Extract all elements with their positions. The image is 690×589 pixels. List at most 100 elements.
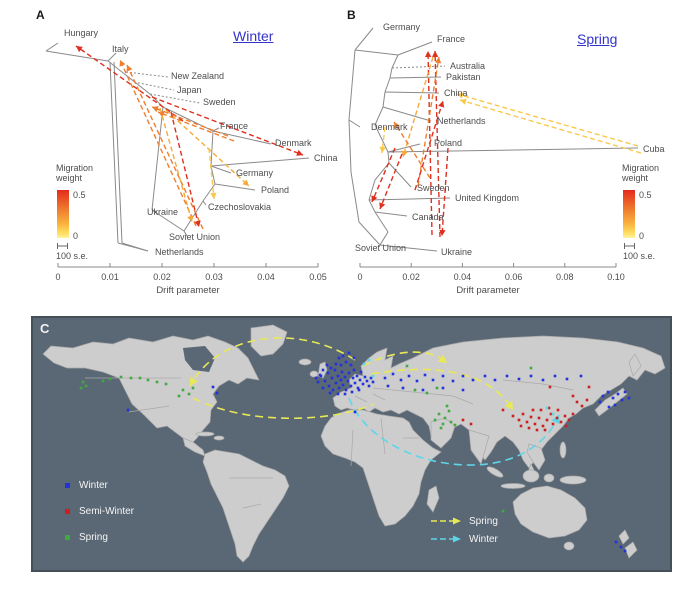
semi-winter-accession-dot: [555, 416, 559, 420]
tree-branch: [387, 147, 639, 153]
migration-edge: [393, 121, 431, 179]
panel-tag: A: [36, 8, 45, 22]
population-label: Cuba: [643, 144, 665, 154]
spring-accession-dot: [425, 391, 429, 395]
arrowhead: [190, 376, 198, 386]
spring-accession-dot: [435, 386, 439, 390]
population-label: Ukraine: [147, 207, 179, 217]
population-label: Sweden: [203, 97, 236, 107]
winter-accession-dot: [344, 360, 348, 364]
axis-title: Drift parameter: [156, 285, 219, 296]
tree-branch: [368, 197, 451, 201]
migration-edge: [170, 111, 200, 228]
arrowhead: [504, 400, 513, 410]
arrowhead: [439, 229, 446, 236]
semi-winter-accession-dot: [525, 420, 529, 424]
tree-branch: [348, 119, 352, 173]
winter-accession-dot: [357, 388, 361, 392]
spring-accession-dot: [501, 509, 505, 513]
winter-accession-dot: [351, 376, 355, 380]
winter-accession-dot: [358, 378, 362, 382]
tree-branch: [374, 211, 389, 233]
winter-accession-dot: [627, 396, 631, 400]
arrowhead: [460, 98, 467, 105]
tree-branch: [391, 65, 446, 69]
winter-accession-dot: [529, 374, 533, 378]
winter-accession-dot: [611, 396, 615, 400]
winter-accession-dot: [553, 374, 557, 378]
winter-accession-dot: [341, 383, 345, 387]
kamchatka: [628, 353, 642, 377]
arrowhead: [431, 51, 439, 58]
spring-accession-dot: [129, 376, 133, 380]
winter-accession-dot: [355, 374, 359, 378]
winter-accession-dot: [401, 386, 405, 390]
population-label: China: [444, 88, 468, 98]
semi-winter-accession-dot: [575, 400, 579, 404]
arrowhead: [434, 57, 442, 64]
semi-winter-accession-dot: [571, 412, 575, 416]
winter-accession-dot: [371, 380, 375, 384]
population-label: Poland: [434, 138, 463, 148]
legend-row: Winter: [430, 530, 498, 548]
world-map-panel: C Winter Semi-Winter Spring Spring Winter: [31, 316, 672, 572]
migration-edge: [159, 107, 193, 223]
axis-tick-label: 0.02: [153, 272, 171, 282]
treemix-panel-winter: 0 0.01 0.02 0.03 0.04 0.05 Drift parameter A W…: [0, 0, 345, 305]
panel-tag: C: [40, 321, 50, 336]
colorbar-min: 0: [73, 231, 79, 241]
tree-branch: [183, 200, 204, 232]
spring-accession-dot: [413, 388, 417, 392]
tree-branch: [382, 91, 386, 108]
winter-accession-dot: [431, 378, 435, 382]
tree-branch: [125, 71, 169, 78]
axis-tick-label: 0.04: [257, 272, 275, 282]
world-map: [42, 324, 666, 563]
winter-accession-dot: [620, 398, 624, 402]
semi-winter-accession-dot: [571, 394, 575, 398]
tree-branch: [107, 60, 151, 95]
semi-winter-accession-dot: [564, 424, 568, 428]
colorbar-max: 0.5: [639, 190, 652, 200]
colorbar-min: 0: [639, 231, 645, 241]
migration-edge: [119, 59, 197, 227]
winter-accession-dot: [126, 408, 130, 412]
axis-tick-label: 0.06: [505, 272, 523, 282]
migration-edge: [75, 45, 184, 122]
population-label: Soviet Union: [355, 243, 407, 253]
population-label: United Kingdom: [455, 193, 520, 203]
legend-arrow-icon: [431, 517, 461, 525]
migration-edge: [371, 147, 396, 203]
migration-weight-legend-title: Migration weight: [622, 163, 660, 183]
migration-edge: [402, 56, 434, 158]
winter-accession-dot: [461, 388, 465, 392]
arrowhead: [401, 150, 408, 157]
borneo: [522, 469, 540, 483]
spring-accession-dot: [449, 420, 453, 424]
winter-accession-dot: [326, 371, 330, 375]
cuba-island: [195, 431, 215, 437]
axis-tick-label: 0.04: [454, 272, 472, 282]
population-label: Netherlands: [437, 116, 486, 126]
tree-branch: [379, 244, 438, 252]
spring-accession-dot: [453, 423, 457, 427]
winter-accession-dot: [327, 384, 331, 388]
tree-branch: [149, 93, 201, 104]
winter-accession-dot: [461, 374, 465, 378]
migration-edge: [441, 147, 449, 237]
axis-tick-label: 0.10: [607, 272, 625, 282]
population-label: Australia: [450, 61, 486, 71]
population-label: Germany: [236, 168, 274, 178]
tree-branch: [384, 77, 391, 93]
axis-tick-label: 0.08: [556, 272, 574, 282]
migration-edge: [379, 153, 403, 210]
tree-branch: [210, 165, 232, 174]
hudson-bay: [183, 346, 215, 372]
winter-accession-dot: [215, 391, 219, 395]
winter-accession-dot: [341, 354, 345, 358]
winter-accession-dot: [330, 376, 334, 380]
tree-branch: [202, 200, 207, 206]
semi-winter-accession-dot: [543, 428, 547, 432]
arrowhead: [394, 122, 400, 129]
